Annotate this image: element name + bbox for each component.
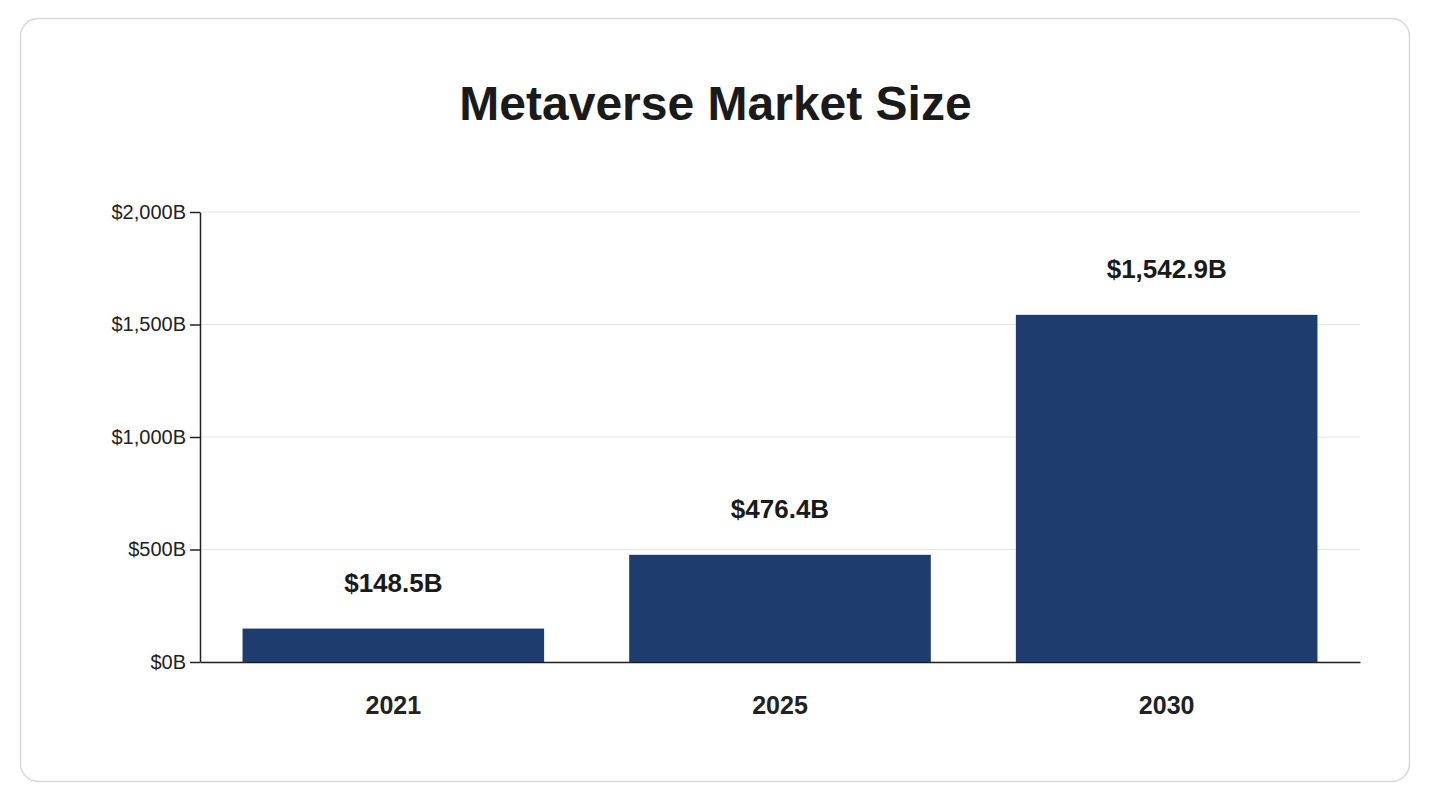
data-label: $1,542.9B	[1107, 254, 1227, 284]
data-labels: $148.5B $476.4B $1,542.9B	[344, 254, 1226, 598]
y-tick-label: $500B	[128, 538, 186, 560]
bar	[1016, 315, 1318, 662]
y-tick: $0B	[150, 651, 200, 673]
y-tick-label: $1,000B	[111, 426, 186, 448]
y-axis: $0B $500B $1,000B $1,500B $2,000B	[111, 201, 200, 673]
x-axis: 2021 2025 2030	[201, 662, 1361, 719]
bar	[243, 629, 545, 662]
chart-title: Metaverse Market Size	[459, 77, 971, 130]
card	[21, 19, 1410, 782]
y-tick-mark	[190, 662, 200, 664]
y-tick-mark	[190, 549, 200, 551]
x-tick-label: 2021	[366, 691, 422, 719]
data-label: $476.4B	[731, 494, 829, 524]
x-tick: 2025	[752, 662, 808, 719]
y-tick-mark	[190, 437, 200, 439]
y-tick: $1,500B	[111, 313, 200, 335]
y-tick-mark	[190, 324, 200, 326]
x-tick-label: 2025	[752, 691, 808, 719]
bars	[243, 315, 1318, 662]
y-tick: $500B	[128, 538, 200, 560]
y-tick: $1,000B	[111, 426, 200, 448]
x-tick: 2030	[1139, 662, 1195, 719]
grid	[200, 212, 1360, 662]
x-axis-line	[201, 662, 1361, 664]
y-tick-mark	[190, 212, 200, 214]
grid-line	[200, 212, 1360, 213]
bar	[629, 555, 931, 662]
chart-svg: Metaverse Market Size $0B $500B $1,000B $1,5…	[0, 0, 1431, 801]
x-tick: 2021	[366, 662, 422, 719]
data-label: $148.5B	[344, 568, 442, 598]
y-tick-label: $0B	[150, 651, 186, 673]
y-tick: $2,000B	[111, 201, 200, 223]
y-tick-label: $1,500B	[111, 313, 186, 335]
y-tick-label: $2,000B	[111, 201, 186, 223]
x-tick-label: 2030	[1139, 691, 1195, 719]
